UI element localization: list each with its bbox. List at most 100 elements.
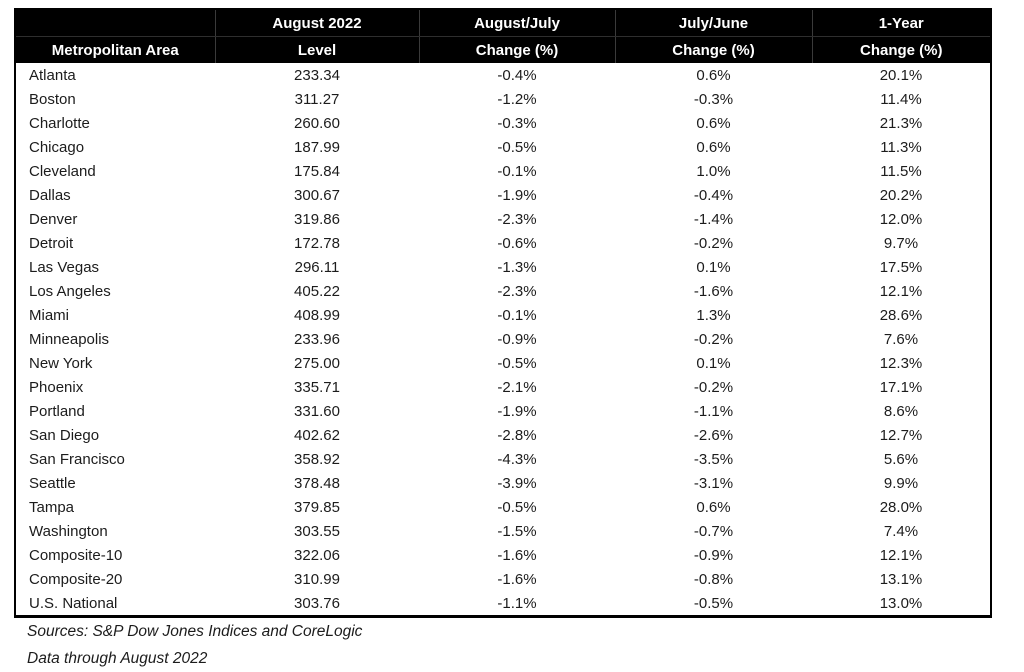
cell-jul-jun-change: -1.4% xyxy=(693,210,734,228)
cell-aug-jul-change: -0.6% xyxy=(497,234,537,252)
cell-aug-jul-change: -2.1% xyxy=(497,378,537,396)
cell-level: 358.92 xyxy=(294,450,340,468)
cell-jul-jun-change: -0.8% xyxy=(693,570,734,588)
table-row: Boston 311.27 -1.2% -0.3% 11.4% xyxy=(15,87,991,111)
cell-metro-area: Washington xyxy=(29,522,108,540)
cell-metro-area: Los Angeles xyxy=(29,282,111,300)
table-row: Washington 303.55 -1.5% -0.7% 7.4% xyxy=(15,519,991,543)
cell-jul-jun-change: -0.2% xyxy=(693,378,734,396)
header-level-line1: August 2022 xyxy=(214,9,419,37)
table-row: U.S. National 303.76 -1.1% -0.5% 13.0% xyxy=(15,591,991,617)
cell-aug-jul-change: -1.5% xyxy=(497,522,537,540)
cell-aug-jul-change: -0.9% xyxy=(497,330,537,348)
cell-metro-area: Composite-10 xyxy=(29,546,123,564)
cell-1yr-change: 9.7% xyxy=(883,234,919,252)
cell-aug-jul-change: -0.1% xyxy=(497,162,537,180)
cell-metro-area: U.S. National xyxy=(29,594,118,612)
header-metro-area: Metropolitan Area xyxy=(15,36,215,63)
cell-jul-jun-change: -0.4% xyxy=(693,186,734,204)
table-row: San Diego 402.62 -2.8% -2.6% 12.7% xyxy=(15,423,991,447)
cell-1yr-change: 11.4% xyxy=(880,90,922,108)
cell-jul-jun-change: -0.7% xyxy=(693,522,734,540)
cell-level: 311.27 xyxy=(294,90,340,108)
cell-1yr-change: 12.1% xyxy=(879,546,923,564)
cell-level: 405.22 xyxy=(294,282,340,300)
cell-level: 187.99 xyxy=(294,138,340,156)
cell-jul-jun-change: -3.5% xyxy=(693,450,734,468)
table-row: Denver 319.86 -2.3% -1.4% 12.0% xyxy=(15,207,991,231)
cell-aug-jul-change: -1.9% xyxy=(497,186,537,204)
cell-aug-jul-change: -0.5% xyxy=(497,138,537,156)
cell-1yr-change: 7.6% xyxy=(883,330,919,348)
cell-metro-area: Detroit xyxy=(29,234,74,252)
cell-jul-jun-change: 0.6% xyxy=(696,114,731,132)
cell-level: 303.76 xyxy=(294,594,340,612)
cell-level: 233.34 xyxy=(294,66,340,84)
cell-1yr-change: 9.9% xyxy=(883,474,919,492)
table-row: Chicago 187.99 -0.5% 0.6% 11.3% xyxy=(15,135,991,159)
cell-jul-jun-change: 0.6% xyxy=(696,138,731,156)
cell-level: 296.11 xyxy=(294,258,340,276)
table-row: Detroit 172.78 -0.6% -0.2% 9.7% xyxy=(15,231,991,255)
cell-metro-area: Miami xyxy=(29,306,69,324)
cell-jul-jun-change: 1.0% xyxy=(696,162,731,180)
cell-aug-jul-change: -1.9% xyxy=(497,402,537,420)
table-row: New York 275.00 -0.5% 0.1% 12.3% xyxy=(15,351,991,375)
cell-level: 379.85 xyxy=(294,498,340,516)
cell-aug-jul-change: -0.4% xyxy=(497,66,537,84)
cell-jul-jun-change: 0.6% xyxy=(696,66,731,84)
sources-note: Sources: S&P Dow Jones Indices and CoreL… xyxy=(27,623,363,640)
header-level-line2: Level xyxy=(214,36,419,63)
table-row: Charlotte 260.60 -0.3% 0.6% 21.3% xyxy=(15,111,991,135)
cell-level: 175.84 xyxy=(294,162,340,180)
cell-metro-area: Cleveland xyxy=(29,162,96,180)
cell-1yr-change: 12.1% xyxy=(879,282,923,300)
cell-aug-jul-change: -1.3% xyxy=(497,258,537,276)
cell-1yr-change: 11.3% xyxy=(880,138,922,156)
table-row: Cleveland 175.84 -0.1% 1.0% 11.5% xyxy=(15,159,991,183)
cell-aug-jul-change: -2.3% xyxy=(497,282,537,300)
cell-metro-area: Phoenix xyxy=(29,378,84,396)
cell-1yr-change: 11.5% xyxy=(880,162,922,180)
cell-level: 172.78 xyxy=(294,234,340,252)
table-row: Composite-10 322.06 -1.6% -0.9% 12.1% xyxy=(15,543,991,567)
cell-aug-jul-change: -0.5% xyxy=(497,354,537,372)
cell-metro-area: Dallas xyxy=(29,186,71,204)
table-row: Composite-20 310.99 -1.6% -0.8% 13.1% xyxy=(15,567,991,591)
cell-1yr-change: 8.6% xyxy=(883,402,919,420)
cell-level: 331.60 xyxy=(294,402,340,420)
cell-level: 233.96 xyxy=(294,330,340,348)
cell-jul-jun-change: -0.2% xyxy=(693,234,734,252)
cell-1yr-change: 12.3% xyxy=(879,354,923,372)
cell-metro-area: Minneapolis xyxy=(29,330,110,348)
cell-level: 303.55 xyxy=(294,522,340,540)
cell-aug-jul-change: -3.9% xyxy=(497,474,537,492)
table-header: August 2022 August/July July/June 1-Year… xyxy=(15,9,991,63)
cell-metro-area: Denver xyxy=(29,210,78,228)
cell-jul-jun-change: -0.2% xyxy=(693,330,734,348)
cell-level: 319.86 xyxy=(294,210,340,228)
table-row: Portland 331.60 -1.9% -1.1% 8.6% xyxy=(15,399,991,423)
cell-jul-jun-change: -1.6% xyxy=(693,282,734,300)
header-row-1: August 2022 August/July July/June 1-Year xyxy=(15,9,991,37)
cell-1yr-change: 17.1% xyxy=(879,378,923,396)
cell-jul-jun-change: 0.1% xyxy=(696,354,731,372)
cell-metro-area: Boston xyxy=(29,90,76,108)
cell-jul-jun-change: -0.9% xyxy=(693,546,734,564)
table-row: San Francisco 358.92 -4.3% -3.5% 5.6% xyxy=(15,447,991,471)
cell-aug-jul-change: -0.5% xyxy=(497,498,537,516)
cell-1yr-change: 5.6% xyxy=(883,450,919,468)
cell-jul-jun-change: 1.3% xyxy=(696,306,731,324)
header-jul-jun-line2: Change (%) xyxy=(614,36,812,63)
cell-level: 322.06 xyxy=(294,546,340,564)
cell-aug-jul-change: -1.2% xyxy=(497,90,537,108)
cell-aug-jul-change: -1.6% xyxy=(497,546,537,564)
cell-metro-area: Atlanta xyxy=(29,66,76,84)
cell-jul-jun-change: 0.1% xyxy=(696,258,731,276)
table-row: Atlanta 233.34 -0.4% 0.6% 20.1% xyxy=(15,63,991,87)
cell-metro-area: Composite-20 xyxy=(29,570,123,588)
footer-notes: Sources: S&P Dow Jones Indices and CoreL… xyxy=(27,618,362,672)
cell-aug-jul-change: -0.3% xyxy=(497,114,537,132)
header-1yr-line2: Change (%) xyxy=(811,36,991,63)
home-price-index-table: August 2022 August/July July/June 1-Year… xyxy=(14,8,992,618)
